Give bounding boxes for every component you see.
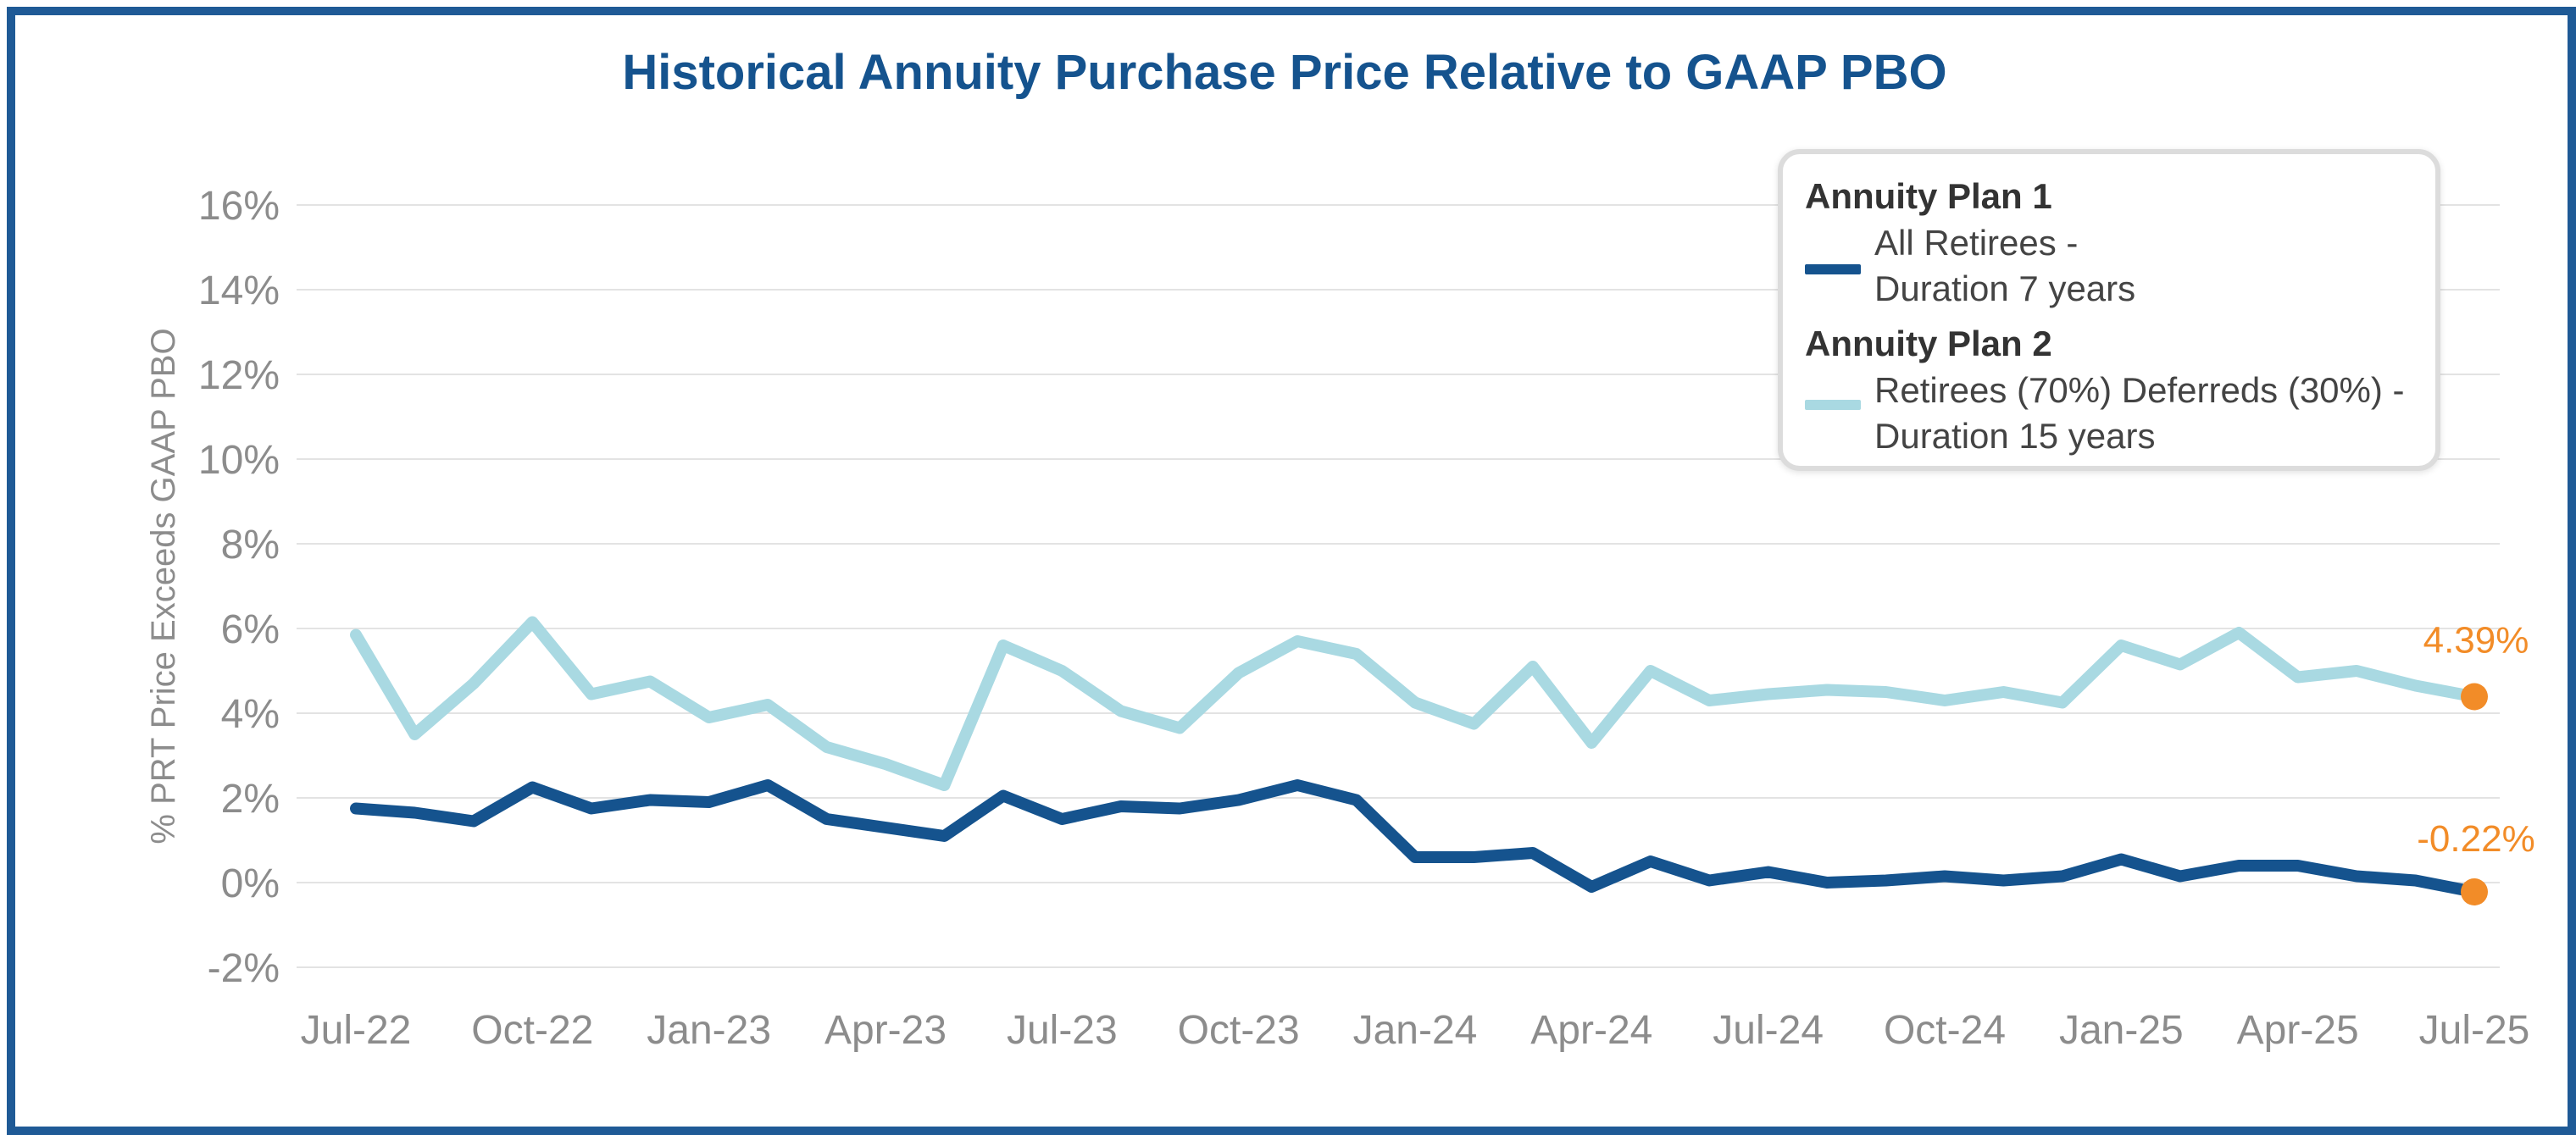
y-tick-label: 16% — [198, 184, 280, 229]
y-tick-label: 14% — [198, 269, 280, 313]
series-line-plan-1 — [350, 779, 2480, 898]
end-point-marker — [2461, 878, 2488, 905]
x-tick-label: Apr-23 — [824, 1008, 947, 1053]
end-value-label: 4.39% — [2423, 620, 2529, 662]
y-tick-label: 0% — [221, 861, 280, 906]
legend-line: Duration 7 years — [1874, 269, 2136, 308]
legend-line: All Retirees - — [1874, 223, 2079, 263]
legend-header-plan-1: Annuity Plan 1 — [1805, 176, 2052, 216]
y-tick-label: 8% — [221, 523, 280, 568]
legend-entry-plan-1: All Retirees - Duration 7 years — [1874, 220, 2135, 312]
y-tick-label: -2% — [208, 946, 280, 991]
x-tick-label: Apr-25 — [2237, 1008, 2359, 1053]
chart-title: Historical Annuity Purchase Price Relati… — [622, 45, 1947, 100]
series-line-plan-2 — [350, 616, 2480, 791]
x-tick-label: Jan-24 — [1353, 1008, 1478, 1053]
x-tick-label: Jan-25 — [2059, 1008, 2184, 1053]
x-tick-label: Oct-23 — [1178, 1008, 1300, 1053]
legend-swatch-plan-2 — [1805, 400, 1861, 410]
x-tick-label: Jul-25 — [2419, 1008, 2530, 1053]
y-tick-label: 6% — [221, 607, 280, 652]
x-tick-label: Apr-24 — [1530, 1008, 1652, 1053]
legend-line: Duration 15 years — [1874, 416, 2156, 456]
y-tick-label: 4% — [221, 692, 280, 737]
y-axis-label: % PRT Price Exceeds GAAP PBO — [145, 328, 182, 844]
x-tick-label: Jul-22 — [301, 1008, 412, 1053]
x-tick-label: Oct-24 — [1884, 1008, 2006, 1053]
x-tick-label: Jan-23 — [647, 1008, 771, 1053]
y-tick-label: 2% — [221, 777, 280, 822]
y-tick-label: 10% — [198, 438, 280, 483]
legend-header-plan-2: Annuity Plan 2 — [1805, 324, 2052, 363]
end-value-label: -0.22% — [2417, 818, 2534, 860]
end-point-marker — [2461, 683, 2488, 711]
legend-line: Retirees (70%) Deferreds (30%) - — [1874, 370, 2405, 410]
x-tick-label: Oct-22 — [471, 1008, 593, 1053]
x-tick-label: Jul-23 — [1007, 1008, 1118, 1053]
y-tick-label: 12% — [198, 353, 280, 398]
legend-swatch-plan-1 — [1805, 264, 1861, 274]
legend-entry-plan-2: Retirees (70%) Deferreds (30%) - Duratio… — [1874, 368, 2405, 459]
x-tick-label: Jul-24 — [1713, 1008, 1824, 1053]
legend: Annuity Plan 1 All Retirees - Duration 7… — [1778, 149, 2440, 471]
